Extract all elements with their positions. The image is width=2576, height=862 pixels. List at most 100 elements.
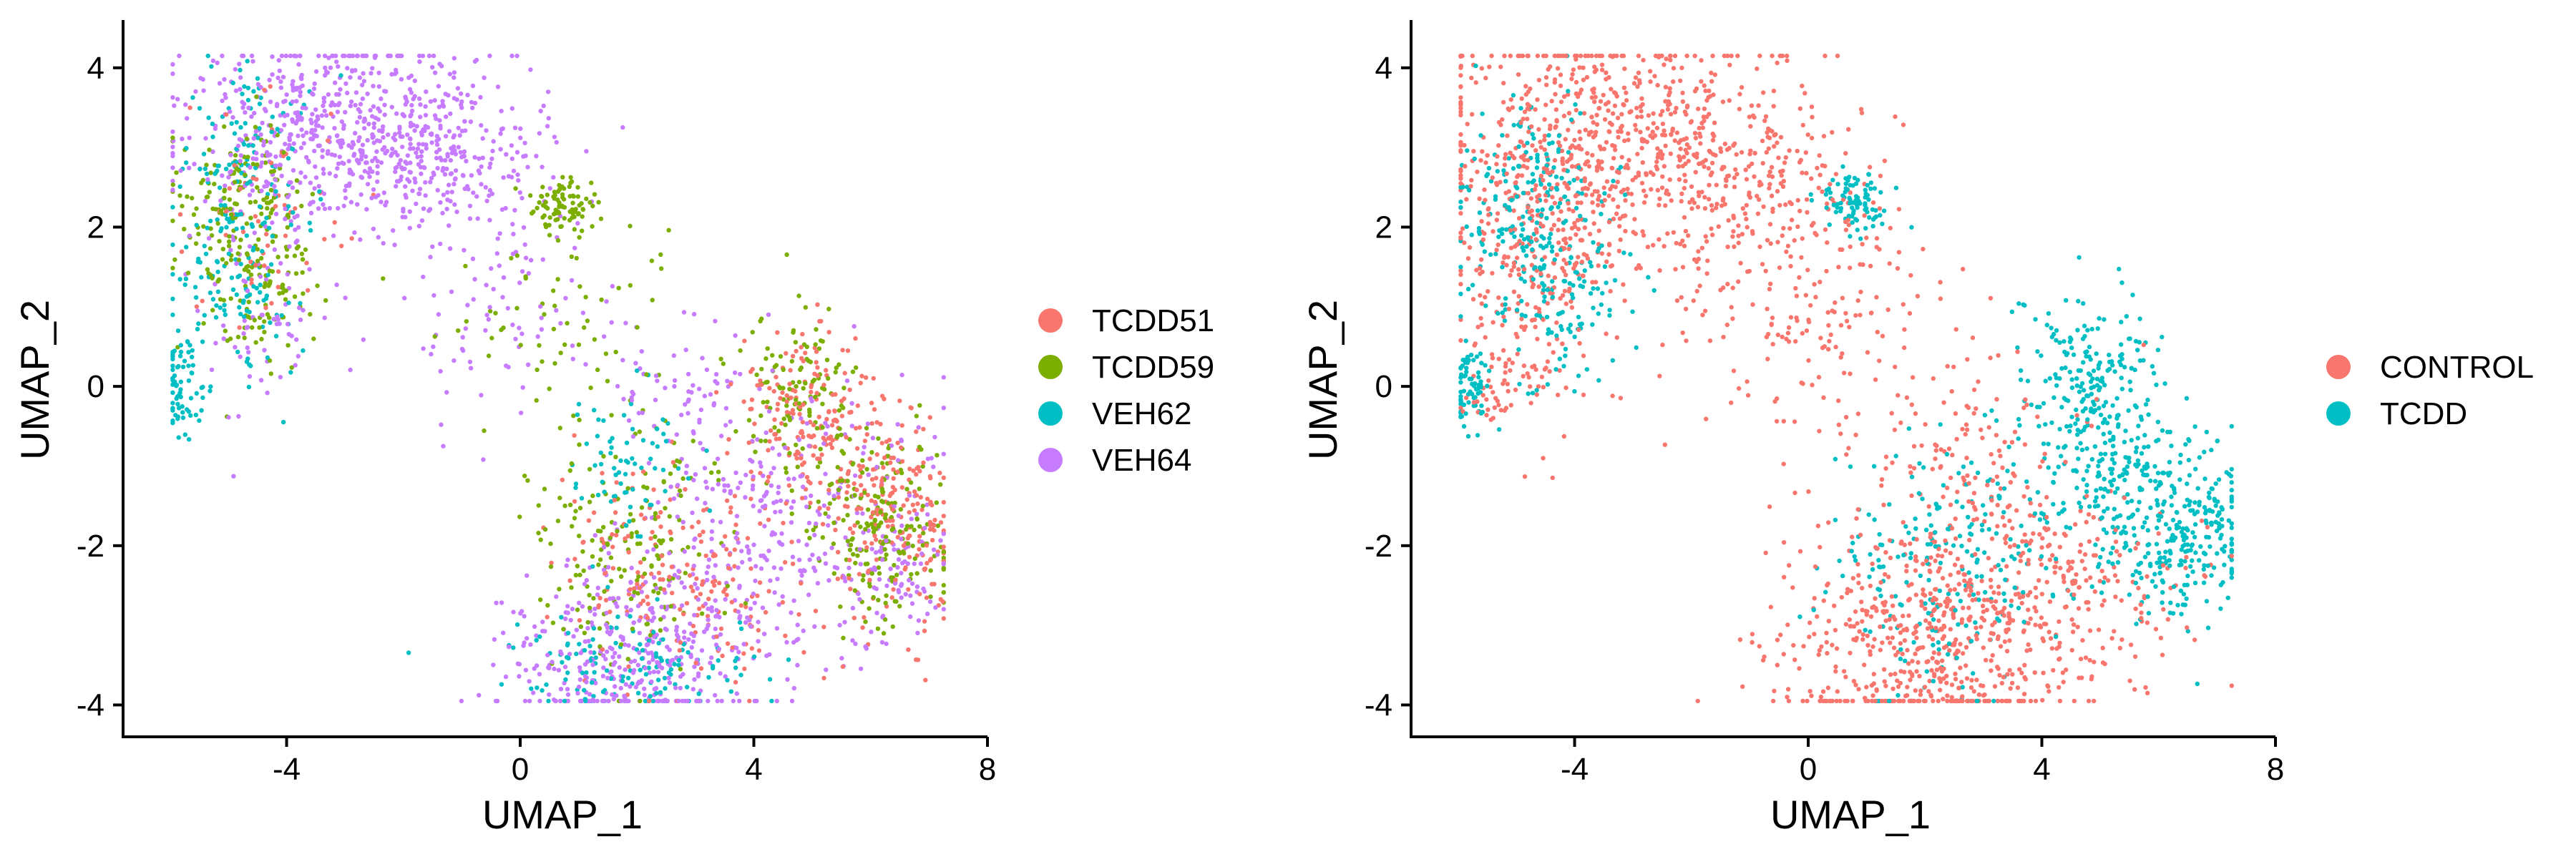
scatter-point — [437, 104, 441, 109]
scatter-point — [781, 368, 786, 372]
scatter-point — [522, 141, 527, 145]
scatter-point — [1582, 111, 1586, 115]
scatter-point — [1848, 245, 1853, 249]
scatter-point — [316, 54, 321, 58]
scatter-point — [338, 145, 343, 149]
scatter-point — [315, 283, 319, 288]
scatter-point — [1964, 645, 1968, 650]
scatter-point — [1839, 323, 1843, 328]
scatter-point — [1888, 226, 1893, 230]
scatter-point — [299, 204, 303, 208]
scatter-point — [507, 645, 511, 649]
scatter-point — [180, 410, 185, 414]
scatter-point — [847, 388, 852, 392]
scatter-point — [843, 579, 847, 583]
scatter-point — [450, 190, 454, 194]
scatter-point — [588, 650, 592, 655]
scatter-point — [882, 631, 886, 635]
scatter-point — [2062, 680, 2066, 684]
scatter-point — [751, 367, 755, 371]
scatter-point — [570, 461, 574, 466]
scatter-point — [2045, 520, 2049, 524]
scatter-point — [726, 642, 730, 646]
scatter-point — [1910, 659, 1914, 663]
scatter-point — [552, 361, 557, 366]
scatter-point — [628, 587, 633, 592]
scatter-point — [454, 97, 459, 102]
scatter-point — [647, 660, 651, 665]
scatter-point — [326, 92, 331, 97]
scatter-point — [1973, 620, 1977, 625]
scatter-point — [235, 293, 239, 297]
scatter-point — [459, 150, 463, 155]
scatter-point — [656, 670, 660, 674]
scatter-point — [645, 622, 649, 626]
scatter-point — [402, 296, 406, 300]
scatter-point — [644, 672, 648, 676]
scatter-point — [1681, 330, 1685, 335]
scatter-point — [283, 114, 287, 118]
scatter-point — [1649, 187, 1653, 192]
scatter-point — [1828, 190, 1833, 195]
scatter-point — [2183, 442, 2187, 446]
scatter-point — [693, 661, 698, 665]
scatter-point — [2096, 326, 2100, 330]
scatter-point — [374, 150, 379, 154]
scatter-point — [874, 476, 878, 480]
scatter-point — [1820, 190, 1824, 194]
scatter-point — [509, 175, 514, 179]
scatter-point — [649, 572, 653, 576]
scatter-point — [523, 699, 527, 703]
scatter-point — [1496, 169, 1500, 173]
scatter-point — [464, 326, 468, 330]
scatter-point — [573, 486, 577, 490]
scatter-point — [668, 471, 673, 476]
scatter-point — [663, 627, 668, 631]
scatter-point — [554, 207, 558, 212]
scatter-point — [249, 273, 253, 277]
scatter-point — [450, 151, 454, 155]
scatter-point — [258, 102, 262, 106]
scatter-point — [2184, 555, 2188, 559]
scatter-point — [657, 539, 661, 543]
scatter-point — [295, 178, 299, 182]
scatter-point — [622, 413, 626, 417]
scatter-point — [852, 324, 857, 328]
scatter-point — [789, 520, 794, 524]
scatter-point — [720, 699, 724, 703]
scatter-point — [764, 490, 769, 494]
scatter-point — [491, 662, 495, 667]
scatter-point — [838, 604, 842, 609]
scatter-point — [851, 370, 855, 374]
scatter-point — [759, 383, 763, 387]
scatter-point — [170, 145, 175, 149]
scatter-point — [2167, 526, 2172, 531]
scatter-point — [640, 648, 645, 652]
scatter-point — [716, 658, 721, 662]
scatter-point — [844, 496, 849, 501]
scatter-point — [386, 54, 391, 58]
scatter-point — [269, 301, 273, 305]
scatter-point — [713, 319, 717, 323]
scatter-point — [540, 315, 544, 320]
scatter-point — [686, 545, 690, 549]
scatter-point — [570, 524, 574, 529]
scatter-point — [867, 473, 871, 477]
scatter-point — [628, 512, 633, 516]
scatter-point — [260, 160, 264, 165]
scatter-point — [2142, 445, 2146, 449]
scatter-point — [640, 505, 644, 509]
scatter-point — [593, 533, 597, 537]
scatter-point — [935, 453, 939, 457]
y-tick-label: -2 — [77, 529, 104, 564]
scatter-point — [238, 273, 242, 278]
scatter-point — [236, 144, 240, 148]
scatter-point — [253, 214, 258, 218]
scatter-point — [262, 263, 266, 268]
scatter-point — [675, 575, 680, 579]
scatter-point — [937, 471, 942, 475]
scatter-point — [250, 225, 255, 229]
scatter-point — [501, 175, 505, 180]
scatter-point — [400, 134, 404, 139]
scatter-point — [721, 361, 726, 366]
